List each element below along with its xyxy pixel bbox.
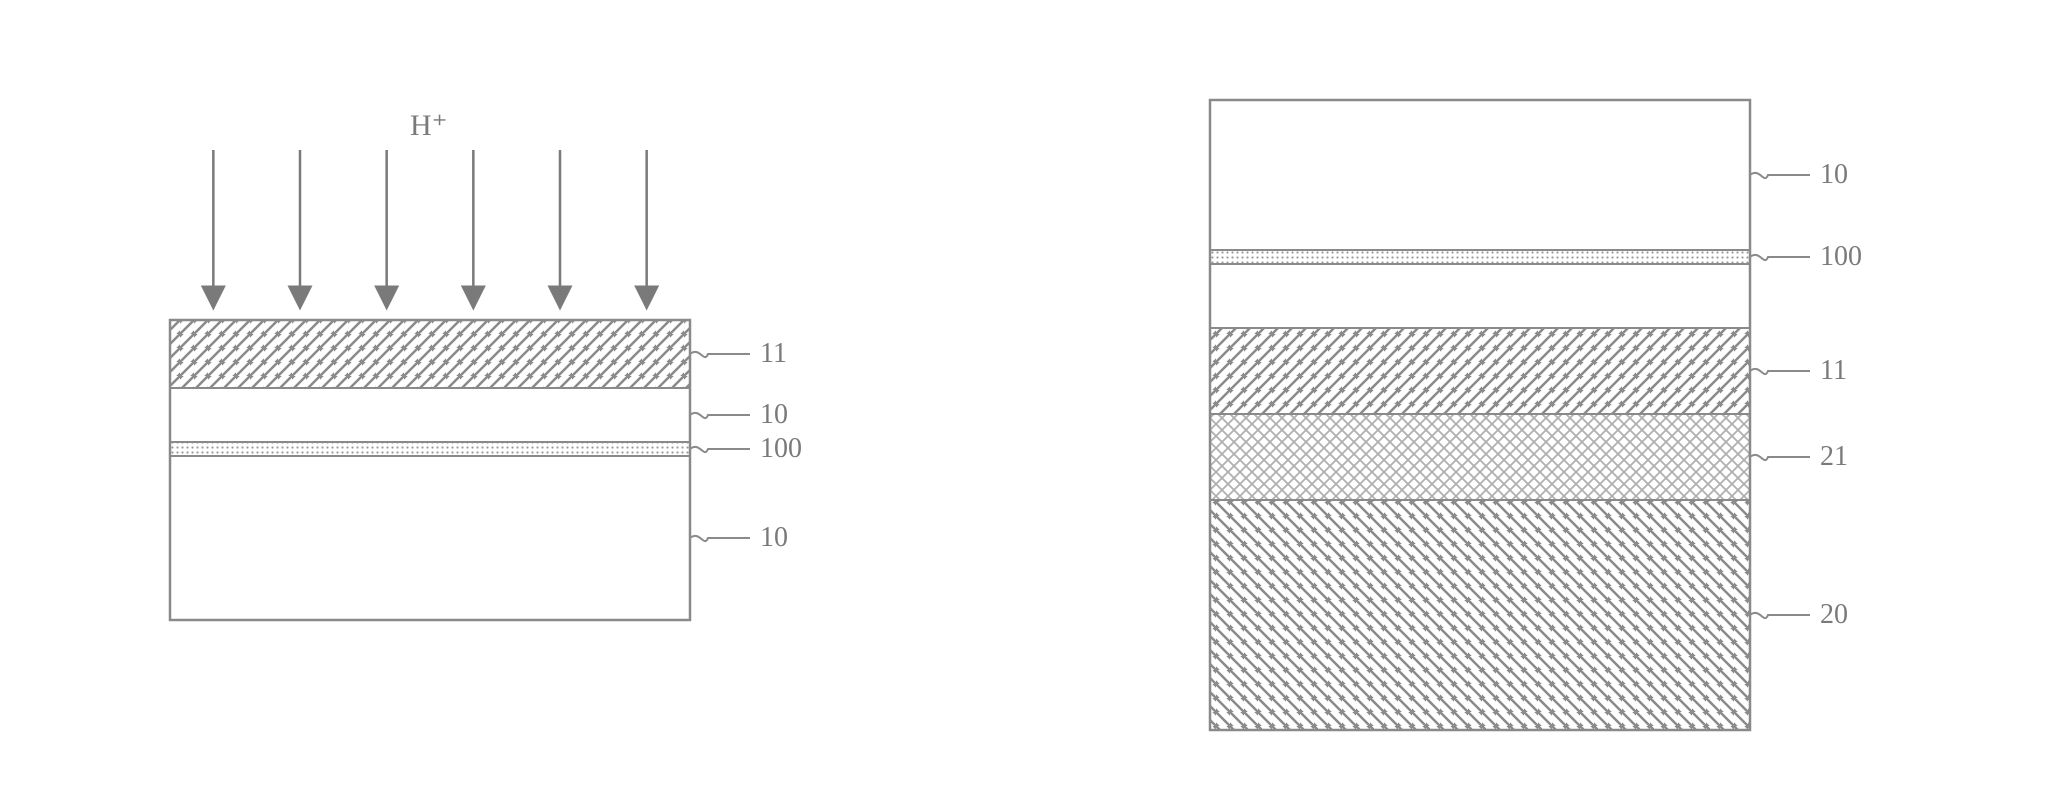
right-label-21: 21 bbox=[1820, 441, 1848, 473]
left-label-10b: 10 bbox=[760, 522, 788, 554]
right-label-20: 20 bbox=[1820, 599, 1848, 631]
right-label-100: 100 bbox=[1820, 241, 1862, 273]
left-label-100: 100 bbox=[760, 433, 802, 465]
right-label-11: 11 bbox=[1820, 355, 1847, 387]
implant-label: H⁺ bbox=[410, 108, 448, 143]
diagram-svg bbox=[40, 40, 2053, 772]
left-label-11: 11 bbox=[760, 338, 787, 370]
right-label-10a: 10 bbox=[1820, 159, 1848, 191]
diagram-canvas: 111010010H⁺10100112120 bbox=[40, 40, 2053, 772]
left-label-10a: 10 bbox=[760, 399, 788, 431]
